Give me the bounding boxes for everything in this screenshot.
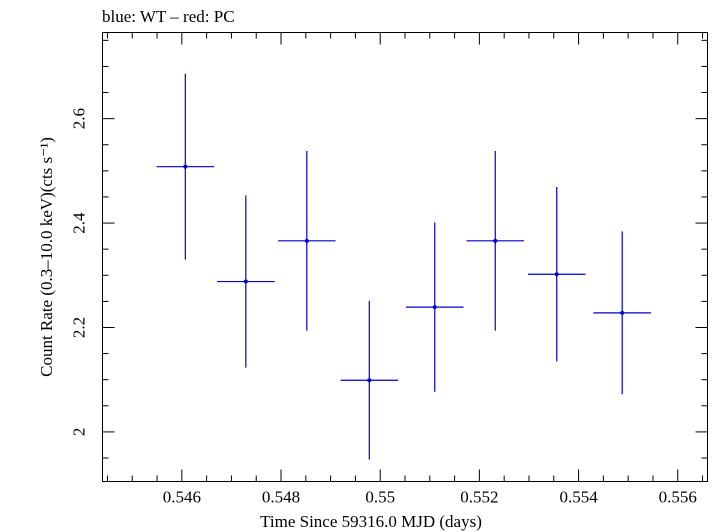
point-marker [493,238,498,243]
x-tick-label: 0.55 [365,488,395,507]
y-tick-label: 2.4 [70,212,89,234]
y-tick-label: 2.6 [70,108,89,129]
data-point [405,222,464,392]
y-tick-label: 2 [70,428,89,437]
data-point [466,151,525,331]
point-marker [620,310,625,315]
chart-title: blue: WT – red: PC [102,7,235,26]
point-marker [304,238,309,243]
x-axis-label: Time Since 59316.0 MJD (days) [260,512,482,531]
y-axis: 2 2.2 2.4 2.6 [70,39,708,459]
point-marker [554,272,559,277]
x-tick-label: 0.548 [262,488,300,507]
x-tick-label: 0.554 [559,488,598,507]
point-marker [367,378,372,383]
data-point [340,300,399,460]
data-point [217,195,275,368]
data-series [156,73,651,460]
point-marker [183,164,188,169]
data-point [156,73,215,260]
y-tick-label: 2.2 [70,317,89,338]
y-axis-label: Count Rate (0.3–10.0 keV)(cts s⁻¹) [37,137,56,377]
data-point [527,187,586,362]
point-marker [243,279,248,284]
x-axis: 0.546 0.548 0.55 0.552 0.554 0.556 [106,32,704,507]
x-tick-label: 0.552 [460,488,498,507]
data-point [593,231,651,395]
point-marker [432,305,437,310]
plot-frame [102,32,708,482]
data-point [278,151,336,331]
x-tick-label: 0.556 [659,488,697,507]
x-tick-label: 0.546 [163,488,201,507]
